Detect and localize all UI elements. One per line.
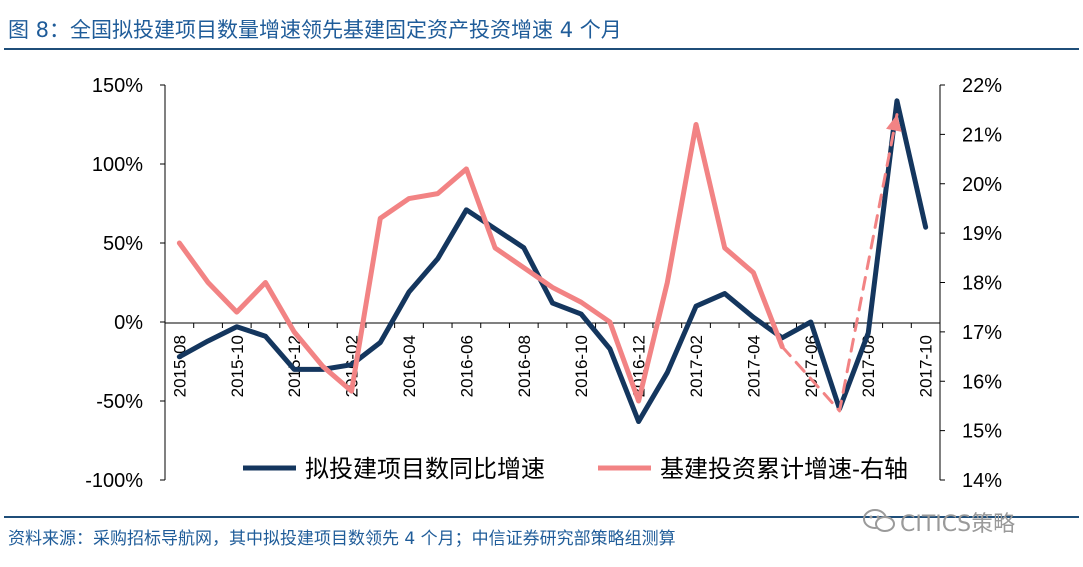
legend-infrastructure-label: 基建投资累计增速-右轴 — [660, 456, 908, 483]
x-tick-label: 2015-08 — [170, 335, 189, 397]
forecast-arrowhead — [886, 114, 902, 132]
x-tick-label: 2017-10 — [917, 335, 936, 397]
source-note: 资料来源：采购招标导航网，其中拟投建项目数领先 4 个月；中信证券研究部策略组测… — [8, 529, 676, 549]
left-tick-label: -50% — [96, 391, 143, 413]
footer-divider — [4, 516, 1079, 518]
right-tick-label: 17% — [962, 322, 1002, 344]
legend-projects-label: 拟投建项目数同比增速 — [305, 456, 545, 483]
right-tick-label: 19% — [962, 223, 1002, 245]
right-tick-label: 16% — [962, 371, 1002, 393]
forecast-dashed-line — [780, 113, 899, 413]
x-tick-label: 2017-06 — [802, 335, 821, 397]
x-tick-label: 2015-10 — [228, 335, 247, 397]
title-divider — [4, 48, 1079, 50]
right-tick-label: 20% — [962, 174, 1002, 196]
x-tick-label: 2016-08 — [515, 335, 534, 397]
x-tick-label: 2017-02 — [687, 335, 706, 397]
x-tick-label: 2016-10 — [572, 335, 591, 397]
left-tick-label: 100% — [92, 154, 143, 176]
x-tick-label: 2017-04 — [744, 335, 763, 397]
series-line-projects — [176, 98, 929, 425]
right-tick-label: 15% — [962, 421, 1002, 443]
watermark: CITICS策略 — [862, 504, 1072, 538]
left-tick-label: 50% — [103, 233, 143, 255]
x-tick-label: 2016-06 — [457, 335, 476, 397]
left-tick-label: 0% — [114, 312, 143, 334]
left-tick-label: 150% — [92, 75, 143, 97]
series-line-infrastructure — [176, 122, 785, 404]
wechat-icon — [863, 509, 895, 532]
page-title: 图 8：全国拟投建项目数量增速领先基建固定资产投资增速 4 个月 — [8, 18, 622, 42]
left-tick-label: -100% — [85, 470, 143, 492]
right-tick-label: 14% — [962, 470, 1002, 492]
right-tick-label: 22% — [962, 75, 1002, 97]
x-tick-label: 2016-04 — [400, 335, 419, 397]
watermark-text: CITICS策略 — [900, 512, 1016, 537]
right-tick-label: 18% — [962, 273, 1002, 295]
line-chart: -100% -50% 0% 50% 100% 150% 14% 15% 16% 17% 18% 19%… — [85, 75, 1002, 492]
title-bar: 图 8：全国拟投建项目数量增速领先基建固定资产投资增速 4 个月 — [0, 0, 1083, 50]
right-tick-label: 21% — [962, 124, 1002, 146]
